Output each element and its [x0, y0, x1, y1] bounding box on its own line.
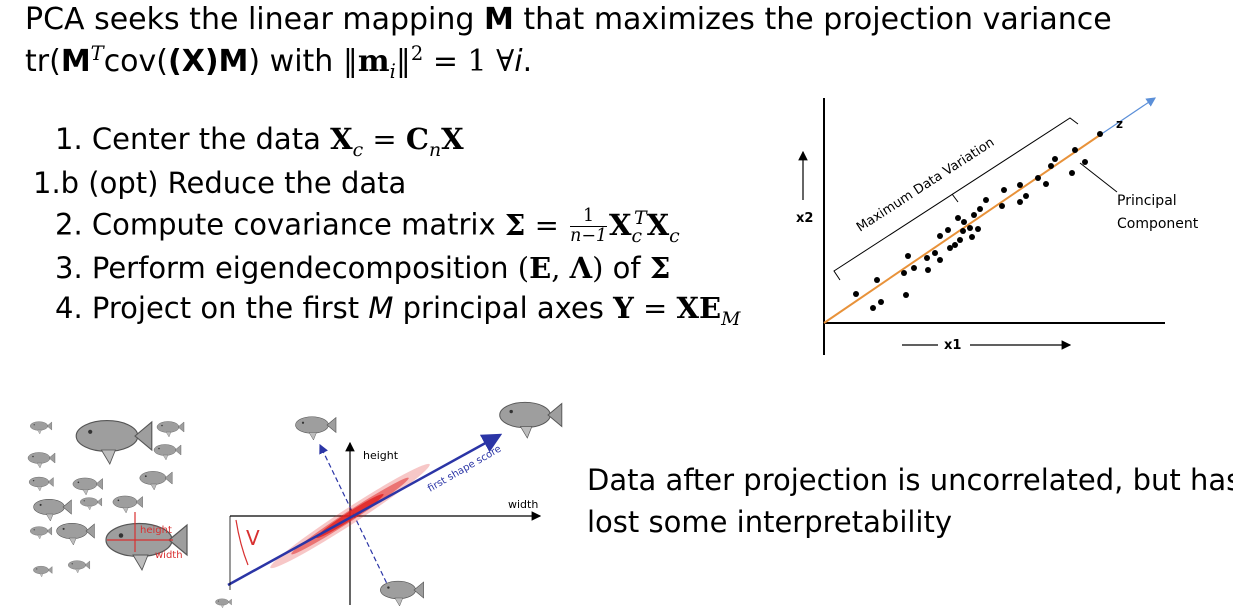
x2-label: x2 — [796, 211, 813, 226]
step-1b: 1.b (opt) Reduce the data — [33, 166, 407, 200]
intro-line-1: PCA seeks the linear mapping M that maxi… — [25, 2, 1112, 37]
v-angle-arc — [235, 519, 249, 566]
fish-height-label: height — [140, 525, 172, 536]
scatter-points — [853, 131, 1103, 311]
conclusion-line-2: lost some interpretability — [587, 505, 953, 539]
pca-diagram: x2 x1 z Maximum Data Variation Principal… — [796, 97, 1199, 355]
fish-collection: height width — [27, 419, 188, 578]
height-axis-label: height — [363, 449, 399, 462]
conclusion-line-1: Data after projection is uncorrelated, b… — [587, 463, 1233, 497]
step-3: 3. Perform eigendecomposition (E, Λ) of … — [55, 251, 671, 285]
x1-label: x1 — [944, 338, 961, 353]
intro-line-2: tr(MTcov((X)M) with ‖mi‖2 = 1 ∀i. — [25, 42, 533, 83]
fish-tiny — [215, 598, 232, 609]
step-4: 4. Project on the first M principal axes… — [55, 291, 741, 330]
variation-bracket-tick — [951, 193, 959, 203]
principal-pointer — [1079, 162, 1118, 193]
z-axis-arrow — [1099, 97, 1156, 136]
principal-label-1: Principal — [1117, 193, 1177, 209]
v-label: V — [246, 526, 260, 550]
fish-bottom — [379, 580, 425, 607]
fish-width-label: width — [155, 550, 183, 561]
principal-label-2: Component — [1117, 216, 1199, 232]
fish-top-right — [499, 401, 563, 439]
fish-top-left — [295, 416, 337, 441]
z-label: z — [1116, 117, 1123, 131]
step-2: 2. Compute covariance matrix Σ = 1 n−1 XcT… — [55, 206, 680, 247]
width-axis-label: width — [508, 498, 538, 511]
shape-score-diagram: height width first shape score V — [215, 401, 563, 609]
step-1: 1. Center the data Xc = CnX — [55, 122, 464, 161]
first-shape-score-axis — [227, 433, 503, 587]
